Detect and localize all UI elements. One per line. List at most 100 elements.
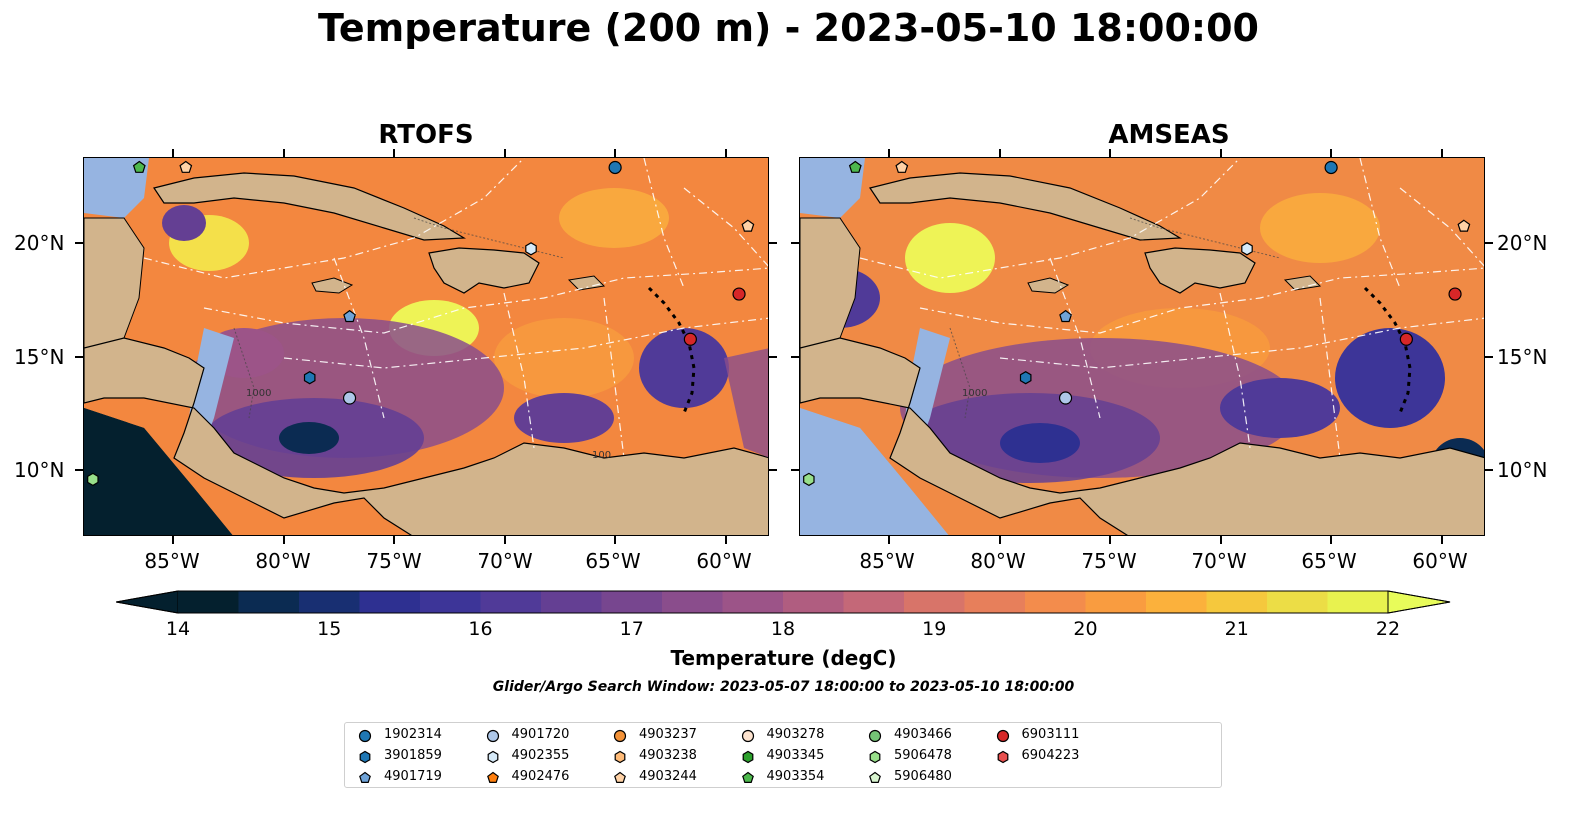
lat-label-15n-right: 15°N [1497,345,1548,369]
float-marker-4901719 [1059,309,1073,323]
legend-label: 4902355 [511,748,570,763]
colorbar-over-arrow [1387,590,1451,614]
map-canvas-amseas: 1000 [800,158,1484,535]
legend-marker-pentagon-icon [741,771,754,783]
float-marker-4903354 [132,160,146,173]
axis-tick [1219,536,1222,544]
axis-tick [75,242,83,244]
legend-marker-circle-icon [868,729,882,743]
axis-tick [769,356,777,358]
float-marker-6903111 [1399,332,1413,346]
legend-marker-circle-icon [996,729,1009,743]
panel-title-rtofs: RTOFS [378,120,474,150]
axis-tick [1441,536,1443,544]
float-marker-4901720 [342,391,357,405]
axis-tick [172,536,174,544]
axis-tick [998,149,1001,157]
legend-label: 5906480 [894,769,952,784]
contour-label-100-rtofs: 100 [592,450,611,461]
axis-tick [888,536,890,544]
colorbar-tick-label: 22 [1375,618,1401,640]
axis-tick [503,536,506,544]
float-marker-3901859 [303,371,316,385]
colorbar-under-arrow [115,590,179,614]
legend-label: 4903354 [766,769,825,784]
float-markers-rtofs [87,160,755,487]
colorbar-tick-label: 15 [317,618,342,640]
axis-tick [1485,469,1493,471]
float-marker-4903354 [848,160,862,173]
axis-tick [791,469,799,471]
float-markers-amseas [803,160,1471,487]
legend-marker-hexagon-icon [869,750,881,764]
legend-label: 3901859 [384,748,442,763]
float-marker-4901719 [343,309,357,323]
legend-marker-hexagon-icon [614,750,626,764]
axis-tick [1485,356,1493,358]
colorbar-swatch [359,591,421,613]
colorbar-tick-label: 17 [619,618,644,640]
map-canvas-rtofs: 1000 100 [84,158,768,535]
float-marker-4903244 [1457,219,1471,232]
legend-label: 4903238 [639,748,697,763]
legend-label: 4903237 [639,727,697,742]
legend-label: 6903111 [1021,727,1080,742]
legend-label: 4903466 [894,727,952,742]
lon-label-70w-left: 70°W [477,549,533,573]
lon-label-60w-right: 60°W [1412,549,1468,573]
axis-tick [888,149,890,157]
map-panel-rtofs: 1000 100 [83,157,769,536]
legend-marker-hexagon-icon [997,750,1008,764]
colorbar-swatch [843,591,905,613]
float-marker-6903111 [683,332,697,346]
axis-tick [614,536,617,544]
contour-label-1000-rtofs: 1000 [246,388,271,399]
float-marker-5906478 [803,472,815,487]
axis-tick [393,149,396,157]
legend-label: 4903244 [639,769,697,784]
colorbar-swatch [480,591,542,613]
axis-tick [1109,536,1112,544]
axis-tick [998,536,1001,544]
legend-label: 4902476 [511,769,570,784]
legend-marker-circle-icon [358,729,372,743]
colorbar-swatch [1146,591,1207,613]
legend-label: 5906478 [894,748,952,763]
lon-label-60w-left: 60°W [696,549,752,573]
float-marker-6903111 [1448,287,1462,301]
axis-tick [791,242,799,244]
figure-title: Temperature (200 m) - 2023-05-10 18:00:0… [317,6,1259,50]
float-marker-4903244 [741,219,755,232]
legend-marker-hexagon-icon [359,750,371,764]
axis-tick [393,536,396,544]
colorbar [115,589,1452,619]
colorbar-swatch [783,591,844,613]
axis-tick [1219,149,1222,157]
lon-label-65w-left: 65°W [585,549,641,573]
float-marker-1902314 [1324,160,1338,175]
colorbar-swatch [1267,591,1328,613]
colorbar-tick-label: 16 [468,618,493,640]
lon-label-65w-right: 65°W [1301,549,1357,573]
axis-tick [282,536,285,544]
contour-label-1000-amseas: 1000 [962,388,987,399]
float-marker-4901720 [1058,391,1073,405]
legend-marker-hexagon-icon [742,750,753,764]
axis-tick [769,242,777,244]
axis-tick [1330,536,1333,544]
colorbar-swatch [904,591,965,613]
colorbar-tick-label: 18 [770,618,796,640]
search-window-text: Glider/Argo Search Window: 2023-05-07 18… [492,679,1075,695]
axis-tick [614,149,617,157]
map-panel-amseas: 1000 [799,157,1485,536]
lon-label-85w-right: 85°W [859,549,915,573]
axis-tick [172,149,174,157]
lon-label-80w-left: 80°W [255,549,311,573]
colorbar-swatch [1327,591,1389,613]
lon-label-75w-left: 75°W [366,549,422,573]
legend-marker-circle-icon [613,729,627,743]
colorbar-tick-label: 21 [1224,618,1249,640]
legend-marker-circle-icon [486,729,499,743]
lon-label-80w-right: 80°W [970,549,1026,573]
float-marker-4902355 [525,242,537,256]
